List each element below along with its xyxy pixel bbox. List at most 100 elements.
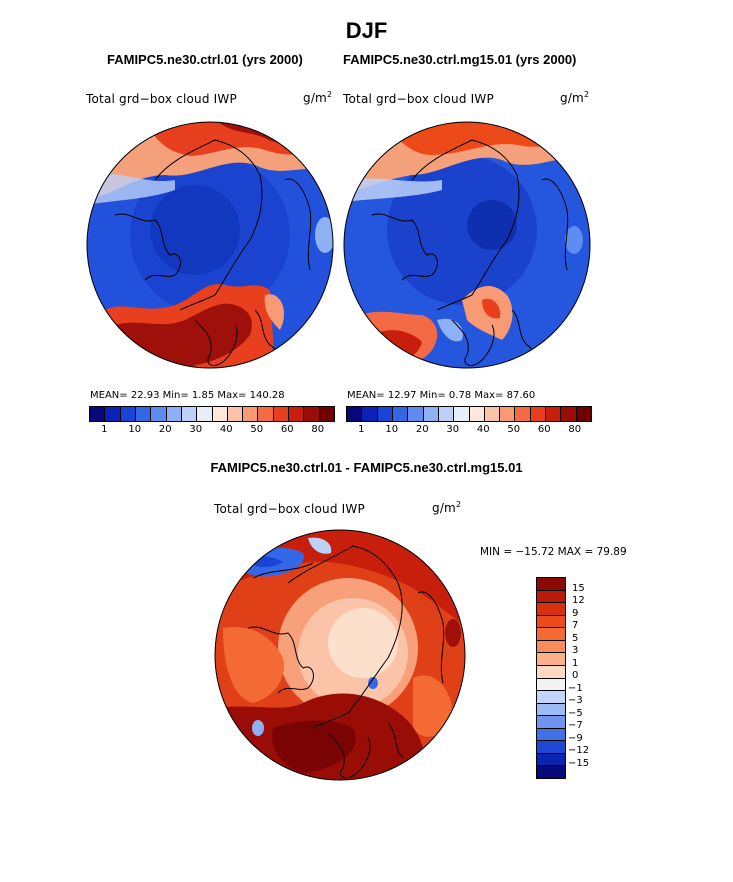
colorbar-swatch (546, 407, 562, 421)
colorbar-swatch (537, 615, 565, 629)
colorbar-swatch (212, 407, 228, 421)
colorbar-swatch (469, 407, 485, 421)
colorbar-swatch (537, 665, 565, 679)
colorbar-swatch (537, 741, 565, 754)
colorbar-tick-label: 15 (572, 582, 585, 594)
colorbar-tick-label: −12 (568, 745, 590, 756)
colorbar-swatch (90, 407, 106, 421)
colorbar-swatch (537, 628, 565, 641)
colorbar-swatch (377, 407, 393, 421)
colorbar-tick-label: 3 (572, 645, 579, 656)
colorbar-swatch (537, 603, 565, 616)
colorbar-swatch (438, 407, 455, 421)
colorbar-tick-label: 1 (358, 424, 365, 435)
colorbar-swatch (243, 407, 259, 421)
colorbar-swatch (576, 407, 591, 421)
colorbar-swatch (166, 407, 182, 421)
panel-1-polar-map (86, 121, 334, 369)
colorbar-swatch (537, 640, 565, 654)
colorbar-tick-label: 10 (385, 424, 399, 435)
panel-1-units: g/m2 (303, 90, 333, 105)
colorbar-tick-label: 80 (568, 424, 582, 435)
colorbar-swatch (423, 407, 439, 421)
colorbar-tick-label: 10 (128, 424, 142, 435)
colorbar-swatch (362, 407, 378, 421)
colorbar-tick-label: 7 (572, 620, 579, 631)
colorbar-swatch (304, 407, 320, 421)
colorbar-tick-label: −15 (568, 757, 590, 769)
panel-2-variable-label: Total grd−box cloud IWP (343, 92, 494, 106)
colorbar-swatch (515, 407, 531, 421)
diff-title: FAMIPC5.ne30.ctrl.01 - FAMIPC5.ne30.ctrl… (210, 460, 523, 475)
colorbar-swatch (537, 753, 565, 767)
colorbar-swatch (537, 728, 565, 742)
colorbar-swatch (258, 407, 274, 421)
colorbar-swatch (537, 590, 565, 604)
colorbar-tick-label: 5 (572, 632, 579, 644)
colorbar-swatch (347, 407, 363, 421)
colorbar-swatch (537, 703, 565, 717)
colorbar-tick-label: 9 (572, 607, 579, 619)
colorbar-tick-label: −3 (568, 695, 583, 706)
colorbar-swatch (530, 407, 547, 421)
colorbar-swatch (454, 407, 470, 421)
diff-polar-map (214, 529, 466, 781)
colorbar-tick-label: 50 (507, 424, 521, 435)
panel-2-colorbar-ticks: 1 10 20 30 40 50 60 80 (346, 424, 590, 438)
colorbar-swatch (561, 407, 577, 421)
diff-units: g/m2 (432, 500, 462, 515)
colorbar-swatch (135, 407, 152, 421)
colorbar-swatch (537, 578, 565, 591)
colorbar-swatch (151, 407, 167, 421)
colorbar-tick-label: 0 (572, 670, 579, 681)
colorbar-swatch (273, 407, 290, 421)
panel-1-colorbar (89, 406, 335, 422)
colorbar-tick-label: 60 (537, 424, 551, 435)
colorbar-tick-label: 12 (572, 595, 585, 606)
panel-2-colorbar (346, 406, 592, 422)
colorbar-tick-label: 20 (415, 424, 429, 435)
colorbar-swatch (408, 407, 424, 421)
colorbar-swatch (392, 407, 409, 421)
colorbar-swatch (537, 716, 565, 729)
colorbar-swatch (537, 653, 565, 666)
panel-2-units: g/m2 (560, 90, 590, 105)
colorbar-tick-label: 1 (101, 424, 108, 435)
colorbar-tick-label: 60 (280, 424, 294, 435)
colorbar-swatch (537, 678, 565, 692)
panel-1-run-title: FAMIPC5.ne30.ctrl.01 (yrs 2000) (107, 52, 303, 67)
panel-1-colorbar-ticks: 1 10 20 30 40 50 60 80 (89, 424, 333, 438)
colorbar-tick-label: −7 (568, 720, 583, 731)
panel-1-variable-label: Total grd−box cloud IWP (86, 92, 237, 106)
colorbar-tick-label: 40 (476, 424, 490, 435)
colorbar-tick-label: −9 (568, 732, 583, 744)
colorbar-tick-label: 20 (158, 424, 172, 435)
figure-title: DJF (345, 18, 388, 43)
colorbar-swatch (181, 407, 198, 421)
colorbar-tick-label: −5 (568, 707, 583, 719)
colorbar-tick-label: 30 (446, 424, 460, 435)
colorbar-swatch (537, 691, 565, 704)
colorbar-tick-label: 80 (311, 424, 325, 435)
colorbar-tick-label: 50 (250, 424, 264, 435)
colorbar-swatch (289, 407, 305, 421)
panel-1-stats: MEAN= 22.93 Min= 1.85 Max= 140.28 (90, 390, 285, 401)
colorbar-swatch (319, 407, 334, 421)
colorbar-swatch (500, 407, 516, 421)
colorbar-swatch (197, 407, 213, 421)
colorbar-swatch (537, 766, 565, 778)
colorbar-swatch (105, 407, 121, 421)
colorbar-swatch (120, 407, 136, 421)
diff-colorbar (536, 577, 566, 779)
panel-2-stats: MEAN= 12.97 Min= 0.78 Max= 87.60 (347, 390, 536, 401)
colorbar-tick-label: 1 (572, 657, 579, 669)
panel-2-run-title: FAMIPC5.ne30.ctrl.mg15.01 (yrs 2000) (343, 52, 577, 67)
colorbar-swatch (227, 407, 244, 421)
colorbar-tick-label: −1 (568, 682, 583, 694)
colorbar-tick-label: 30 (189, 424, 203, 435)
diff-colorbar-ticks: 15 12 9 7 5 3 1 0 −1 −3 −5 −7 −9 −12 −15 (568, 577, 608, 779)
colorbar-swatch (484, 407, 501, 421)
colorbar-tick-label: 40 (219, 424, 233, 435)
panel-2-polar-map (343, 121, 591, 369)
diff-minmax: MIN = −15.72 MAX = 79.89 (480, 546, 627, 558)
